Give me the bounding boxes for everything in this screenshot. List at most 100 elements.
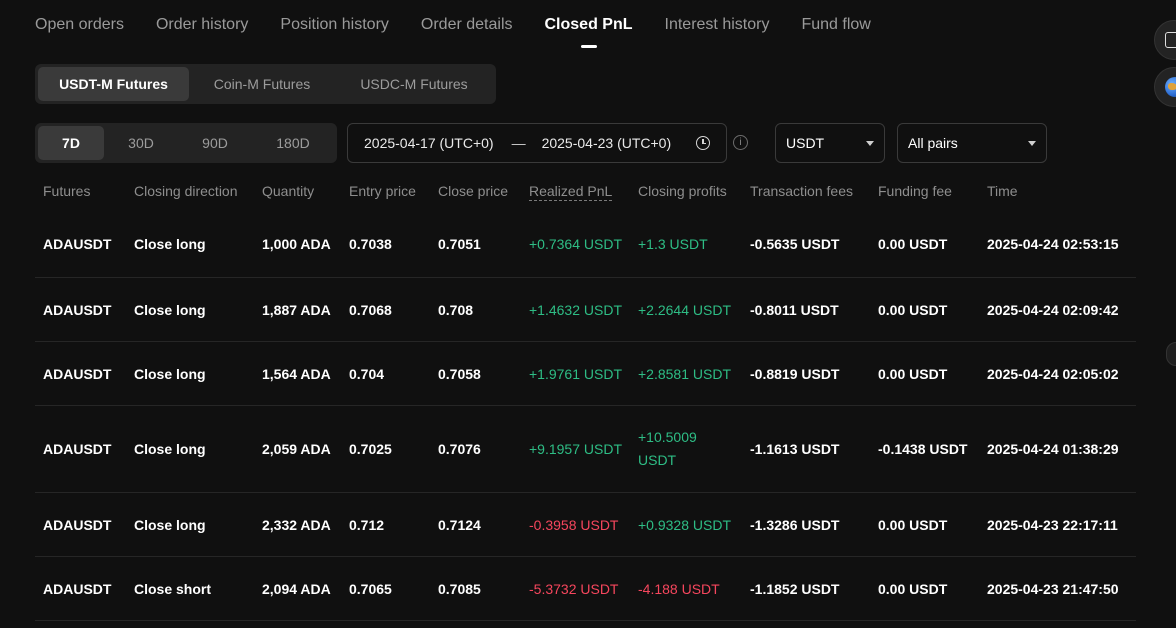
side-collapse-handle[interactable] [1166,342,1176,366]
quantity-cell: 1,564 ADA [262,365,331,382]
futures-type-coin-m[interactable]: Coin-M Futures [213,76,311,92]
tab-position-history[interactable]: Position history [280,16,389,33]
column-header: Closing direction [134,183,238,199]
chevron-down-icon [866,140,874,146]
realized-pnl-cell: +9.1957 USDT [529,441,622,457]
column-header: Quantity [262,183,315,199]
date-start: 2025-04-17 (UTC+0) [364,135,494,151]
closing-profits-cell: +2.8581 USDT [638,365,731,382]
table-row[interactable]: ADAUSDT Close long 2,332 ADA 0.712 0.7124 -0.… [35,493,1136,557]
tab-fund-flow[interactable]: Fund flow [801,16,871,33]
transaction-fee-cell: -1.3286 USDT [750,516,840,533]
direction-cell: Close long [134,516,206,533]
closed-pnl-table: Futures Closing direction Quantity Entry… [35,172,1136,621]
table-row[interactable]: ADAUSDT Close long 2,059 ADA 0.7025 0.7076 +9… [35,406,1136,493]
pairs-select-value: All pairs [908,135,958,151]
funding-fee-cell: 0.00 USDT [878,516,948,533]
transaction-fee-cell: -0.8011 USDT [750,301,839,318]
date-end: 2025-04-23 (UTC+0) [541,135,672,151]
entry-price-cell: 0.7065 [349,580,392,597]
time-cell: 2025-04-23 22:17:11 [987,516,1118,533]
futures-cell: ADAUSDT [43,365,112,382]
table-row[interactable]: ADAUSDT Close short 2,094 ADA 0.7065 0.7085 -… [35,557,1136,621]
funding-fee-cell: 0.00 USDT [878,235,948,252]
transaction-fee-cell: -0.8819 USDT [750,365,840,382]
direction-cell: Close short [134,580,212,597]
transaction-fee-cell: -1.1613 USDT [750,441,840,457]
funding-fee-cell: 0.00 USDT [878,580,948,597]
realized-pnl-cell: +0.7364 USDT [529,235,622,252]
time-cell: 2025-04-23 21:47:50 [987,580,1119,597]
book-button[interactable] [1154,20,1176,60]
time-cell: 2025-04-24 02:53:15 [987,235,1119,252]
time-cell: 2025-04-24 01:38:29 [987,441,1119,457]
direction-cell: Close long [134,365,206,382]
realized-pnl-cell: -0.3958 USDT [529,516,619,533]
quantity-cell: 1,887 ADA [262,301,331,318]
entry-price-cell: 0.7068 [349,301,392,318]
date-range-picker[interactable]: 2025-04-17 (UTC+0) — 2025-04-23 (UTC+0) [347,123,727,163]
closing-profits-cell: +10.5009 USDT [638,429,697,468]
globe-icon [1165,77,1176,97]
table-row[interactable]: ADAUSDT Close long 1,000 ADA 0.7038 0.7051 +0… [35,210,1136,278]
close-price-cell: 0.7085 [438,580,481,597]
direction-cell: Close long [134,441,206,457]
time-cell: 2025-04-24 02:05:02 [987,365,1119,382]
pairs-select[interactable]: All pairs [897,123,1047,163]
period-30d[interactable]: 30D [128,135,154,151]
column-header: Transaction fees [750,183,853,199]
column-header: Funding fee [878,183,952,199]
close-price-cell: 0.7051 [438,235,481,252]
close-price-cell: 0.7124 [438,516,481,533]
entry-price-cell: 0.712 [349,516,385,533]
futures-cell: ADAUSDT [43,516,112,533]
closing-profits-cell: +1.3 USDT [638,235,708,252]
futures-cell: ADAUSDT [43,441,112,457]
currency-select[interactable]: USDT [775,123,885,163]
period-7d[interactable]: 7D [38,126,104,160]
entry-price-cell: 0.704 [349,365,385,382]
direction-cell: Close long [134,235,206,252]
column-header: Closing profits [638,183,727,199]
quantity-cell: 2,332 ADA [262,516,331,533]
period-180d[interactable]: 180D [276,135,310,151]
quantity-cell: 2,059 ADA [262,441,331,457]
realized-pnl-tooltip-label[interactable]: Realized PnL [529,183,613,201]
realized-pnl-cell: -5.3732 USDT [529,580,619,597]
futures-cell: ADAUSDT [43,301,112,318]
entry-price-cell: 0.7025 [349,441,392,457]
globe-button[interactable] [1154,67,1176,107]
funding-fee-cell: 0.00 USDT [878,301,948,318]
table-row[interactable]: ADAUSDT Close long 1,887 ADA 0.7068 0.708 +1.… [35,278,1136,342]
close-price-cell: 0.7058 [438,365,481,382]
quantity-cell: 1,000 ADA [262,235,331,252]
currency-select-value: USDT [786,135,825,151]
column-header-realized-pnl[interactable]: Realized PnL [521,183,630,201]
quantity-cell: 2,094 ADA [262,580,331,597]
time-cell: 2025-04-24 02:09:42 [987,301,1119,318]
chevron-down-icon [1028,140,1036,146]
table-row[interactable]: ADAUSDT Close long 1,564 ADA 0.704 0.7058 +1.… [35,342,1136,406]
column-header: Close price [438,183,509,199]
close-price-cell: 0.708 [438,301,474,318]
tab-closed-pnl[interactable]: Closed PnL [545,0,633,52]
info-icon[interactable]: i [733,135,748,150]
book-icon [1165,32,1176,48]
date-separator: — [511,135,526,151]
tab-order-details[interactable]: Order details [420,16,513,33]
column-header: Time [987,183,1018,199]
futures-type-usdc-m[interactable]: USDC-M Futures [360,76,468,92]
transaction-fee-cell: -0.5635 USDT [750,235,840,252]
transaction-fee-cell: -1.1852 USDT [750,580,840,597]
tab-interest-history[interactable]: Interest history [664,16,770,33]
period-90d[interactable]: 90D [202,135,228,151]
close-price-cell: 0.7076 [438,441,481,457]
tab-open-orders[interactable]: Open orders [35,16,124,33]
futures-cell: ADAUSDT [43,580,112,597]
funding-fee-cell: -0.1438 USDT [878,441,968,457]
table-body: ADAUSDT Close long 1,000 ADA 0.7038 0.7051 +0… [35,210,1136,621]
tab-order-history[interactable]: Order history [155,16,249,33]
funding-fee-cell: 0.00 USDT [878,365,948,382]
futures-type-usdt-m[interactable]: USDT-M Futures [38,67,189,101]
closing-profits-cell: +2.2644 USDT [638,301,731,318]
